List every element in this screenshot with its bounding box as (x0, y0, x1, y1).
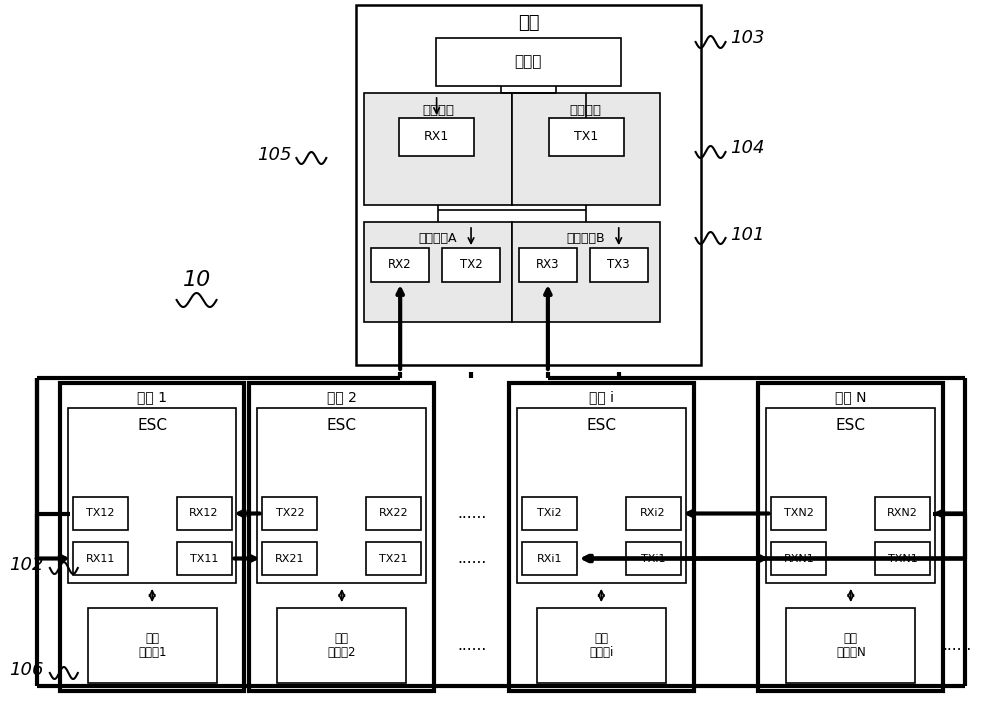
Bar (875, 497, 930, 530)
Bar (73, 497, 128, 530)
Text: TXN1: TXN1 (888, 553, 918, 564)
Text: ......: ...... (457, 638, 486, 654)
Text: TXi1: TXi1 (641, 553, 665, 564)
Text: TX12: TX12 (86, 508, 115, 519)
Text: 微网
逆变器N: 微网 逆变器N (836, 631, 866, 659)
Text: 计算机: 计算机 (515, 55, 542, 70)
Text: 102: 102 (9, 556, 44, 574)
Text: RXN1: RXN1 (784, 553, 814, 564)
Text: 从站 i: 从站 i (589, 390, 614, 404)
Bar (549, 118, 624, 156)
Bar (257, 408, 426, 583)
Text: TX1: TX1 (574, 131, 598, 143)
Text: ESC: ESC (836, 418, 866, 434)
Text: 接收单元: 接收单元 (422, 105, 454, 117)
Bar (512, 93, 660, 205)
Text: TX22: TX22 (276, 508, 304, 519)
Text: 微网
逆变器2: 微网 逆变器2 (328, 631, 356, 659)
Bar (277, 608, 406, 683)
Bar (436, 38, 621, 86)
Bar (786, 608, 915, 683)
Text: ESC: ESC (327, 418, 357, 434)
Text: RXi1: RXi1 (537, 553, 562, 564)
Text: 101: 101 (731, 226, 765, 244)
Text: 微网
逆变器i: 微网 逆变器i (589, 631, 613, 659)
Bar (68, 408, 236, 583)
Text: TXi2: TXi2 (537, 508, 562, 519)
Text: TX3: TX3 (607, 259, 630, 271)
Text: 106: 106 (9, 661, 44, 679)
Text: 第二网口B: 第二网口B (566, 233, 605, 245)
Bar (771, 497, 826, 530)
Bar (537, 608, 666, 683)
Bar (771, 542, 826, 575)
Bar (590, 248, 648, 282)
Text: 从站 N: 从站 N (835, 390, 867, 404)
Text: ......: ...... (457, 551, 486, 566)
Text: 104: 104 (731, 139, 765, 157)
Text: 105: 105 (257, 146, 291, 164)
Bar (517, 408, 686, 583)
Bar (262, 497, 317, 530)
Text: TX11: TX11 (190, 553, 218, 564)
Text: 从站 1: 从站 1 (137, 390, 167, 404)
Text: RX22: RX22 (379, 508, 408, 519)
Text: RX21: RX21 (275, 553, 305, 564)
Text: 主站: 主站 (518, 14, 539, 32)
Bar (249, 383, 434, 691)
Bar (262, 542, 317, 575)
Bar (875, 542, 930, 575)
Text: ......: ...... (942, 638, 971, 654)
Bar (177, 542, 232, 575)
Text: 10: 10 (182, 270, 211, 290)
Text: RX2: RX2 (388, 259, 412, 271)
Text: RX11: RX11 (86, 553, 115, 564)
Text: TXN2: TXN2 (784, 508, 814, 519)
Bar (73, 542, 128, 575)
Text: ......: ...... (457, 506, 486, 521)
Text: 第一网口A: 第一网口A (419, 233, 457, 245)
Text: ESC: ESC (586, 418, 616, 434)
Text: RXi2: RXi2 (640, 508, 666, 519)
Text: TX21: TX21 (379, 553, 408, 564)
Text: RXN2: RXN2 (887, 508, 918, 519)
Text: 发送单元: 发送单元 (570, 105, 602, 117)
Bar (626, 542, 681, 575)
Bar (88, 608, 217, 683)
Bar (356, 5, 701, 365)
Bar (509, 383, 694, 691)
Bar (442, 248, 500, 282)
Bar (177, 497, 232, 530)
Bar (519, 248, 577, 282)
Text: RX3: RX3 (536, 259, 560, 271)
Text: 微网
逆变器1: 微网 逆变器1 (138, 631, 166, 659)
Bar (626, 497, 681, 530)
Text: ESC: ESC (137, 418, 167, 434)
Bar (371, 248, 429, 282)
Text: TX2: TX2 (460, 259, 482, 271)
Bar (766, 408, 935, 583)
Text: RX1: RX1 (424, 131, 449, 143)
Bar (399, 118, 474, 156)
Bar (364, 222, 512, 322)
Bar (522, 497, 577, 530)
Bar (364, 93, 512, 205)
Bar (512, 222, 660, 322)
Text: 103: 103 (731, 29, 765, 47)
Text: RX12: RX12 (189, 508, 219, 519)
Bar (366, 497, 421, 530)
Bar (366, 542, 421, 575)
Text: 从站 2: 从站 2 (327, 390, 357, 404)
Bar (758, 383, 943, 691)
Bar (522, 542, 577, 575)
Bar (60, 383, 244, 691)
